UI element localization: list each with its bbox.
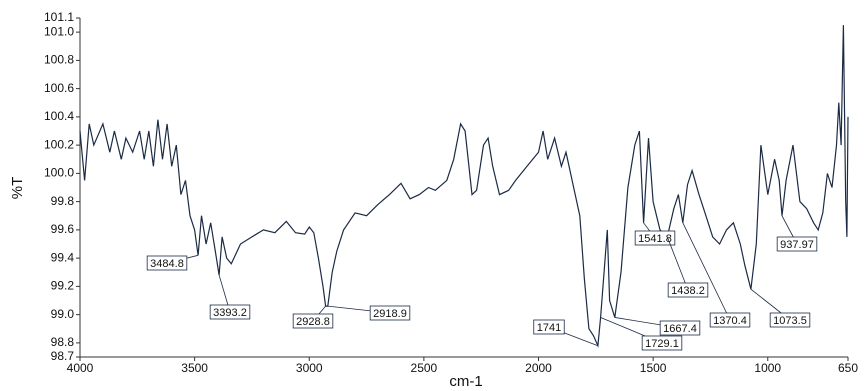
y-tick-label: 101.1 <box>44 10 74 24</box>
annotation-box <box>634 230 676 246</box>
x-tick-label: 1500 <box>640 361 667 375</box>
x-tick-label: 1000 <box>754 361 781 375</box>
annotation-label: 1438.2 <box>671 285 705 297</box>
y-tick-label: 98.8 <box>51 335 75 349</box>
annotation-label: 1370.4 <box>713 315 747 327</box>
annotation-box <box>533 319 565 335</box>
annotation-label: 3484.8 <box>150 258 184 270</box>
annotation-box <box>659 320 701 336</box>
x-tick-label: 3000 <box>296 361 323 375</box>
y-tick-label: 100.2 <box>44 137 74 151</box>
annotation-box <box>641 335 683 351</box>
y-tick-label: 99.4 <box>51 250 75 264</box>
x-axis-label: cm-1 <box>449 373 482 390</box>
x-tick-label: 4000 <box>67 361 94 375</box>
x-tick-label: 650 <box>838 361 858 375</box>
y-tick-label: 99.0 <box>51 307 75 321</box>
annotation-box <box>292 313 334 329</box>
y-axis-label: %T <box>9 177 26 200</box>
annotation-label: 1667.4 <box>663 323 697 335</box>
annotation-label: 1741 <box>537 322 561 334</box>
x-tick-label: 2000 <box>525 361 552 375</box>
y-tick-label: 100.0 <box>44 166 74 180</box>
annotation-box <box>769 312 811 328</box>
annotation-label: 937.97 <box>780 239 814 251</box>
annotation-label: 3393.2 <box>213 307 247 319</box>
y-tick-label: 100.8 <box>44 53 74 67</box>
annotation-leader <box>666 236 689 291</box>
annotation-label: 2918.9 <box>373 308 407 320</box>
annotation-label: 1541.8 <box>638 233 672 245</box>
annotation-box <box>709 312 751 328</box>
x-tick-label: 3500 <box>181 361 208 375</box>
annotation-label: 1073.5 <box>773 315 807 327</box>
annotation-box <box>209 304 251 320</box>
annotation-box <box>146 255 188 271</box>
y-tick-label: 100.6 <box>44 81 74 95</box>
annotation-box <box>369 305 411 321</box>
annotation-leader <box>682 222 731 321</box>
spectrum-line <box>79 25 849 349</box>
annotation-box <box>667 282 709 298</box>
x-tick-label: 2500 <box>411 361 438 375</box>
annotation-label: 1729.1 <box>645 338 679 350</box>
y-tick-label: 99.6 <box>51 222 75 236</box>
annotation-label: 2928.8 <box>296 316 330 328</box>
y-tick-label: 99.8 <box>51 194 75 208</box>
y-tick-label: 98.7 <box>51 349 75 363</box>
y-tick-label: 101.0 <box>44 24 74 38</box>
y-tick-label: 100.4 <box>44 109 74 123</box>
y-tick-label: 99.2 <box>51 279 75 293</box>
annotation-box <box>776 236 818 252</box>
